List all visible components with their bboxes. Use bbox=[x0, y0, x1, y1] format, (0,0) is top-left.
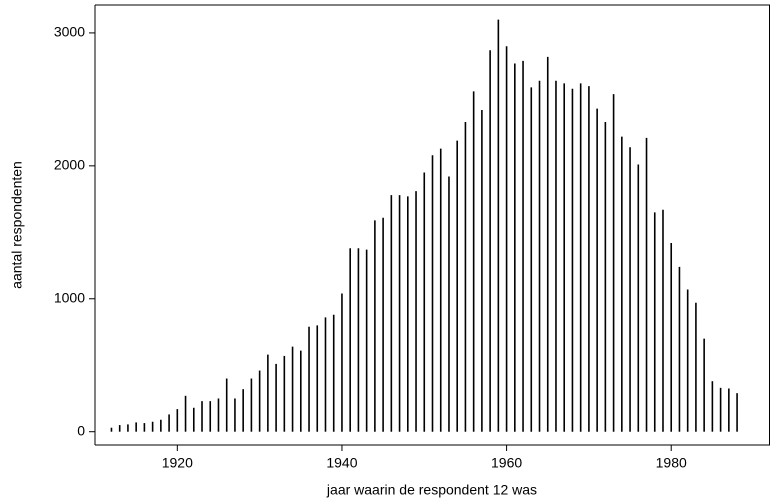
x-tick-label: 1960 bbox=[491, 455, 522, 471]
y-tick-label: 3000 bbox=[54, 24, 85, 40]
y-axis-label: aantal respondenten bbox=[9, 161, 25, 289]
x-tick-label: 1940 bbox=[326, 455, 357, 471]
y-tick-label: 0 bbox=[77, 422, 85, 438]
y-tick-label: 1000 bbox=[54, 289, 85, 305]
y-tick-label: 2000 bbox=[54, 157, 85, 173]
x-tick-label: 1980 bbox=[656, 455, 687, 471]
x-tick-label: 1920 bbox=[162, 455, 193, 471]
x-axis-label: jaar waarin de respondent 12 was bbox=[326, 482, 537, 498]
